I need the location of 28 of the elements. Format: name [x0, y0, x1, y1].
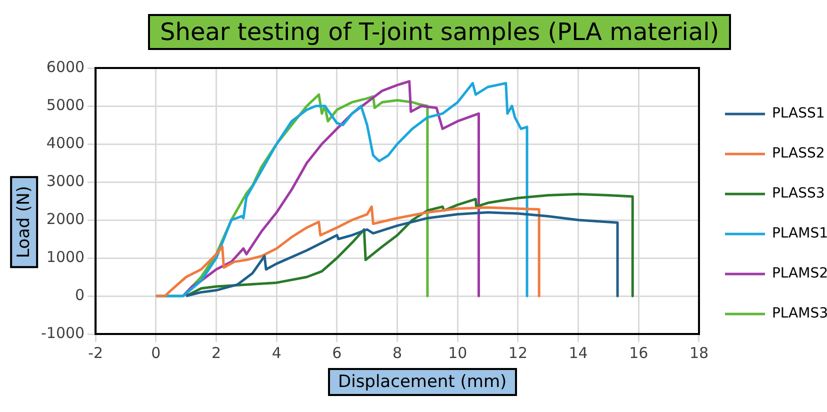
- legend-label: PLAMS1: [772, 226, 827, 242]
- y-tick-label: 0: [75, 286, 85, 304]
- legend-label: PLAMS2: [772, 266, 827, 282]
- x-axis-title: Displacement (mm): [328, 368, 517, 396]
- x-tick-label: 4: [272, 344, 282, 362]
- x-tick-label: 8: [392, 344, 402, 362]
- y-tick-label: 1000: [46, 248, 85, 266]
- y-tick-label: 5000: [46, 96, 85, 114]
- y-axis-title: Load (N): [10, 176, 38, 268]
- x-tick-label: 2: [211, 344, 222, 362]
- chart-title: Shear testing of T-joint samples (PLA material): [148, 14, 732, 50]
- y-tick-label: -1000: [40, 324, 85, 342]
- y-tick-label: 3000: [46, 172, 85, 190]
- y-tick-label: 4000: [46, 134, 85, 152]
- x-tick-label: 12: [508, 344, 528, 362]
- x-tick-label: -2: [88, 344, 104, 362]
- x-tick-label: 16: [629, 344, 648, 362]
- legend-label: PLASS3: [772, 186, 825, 202]
- x-tick-label: 14: [568, 344, 588, 362]
- legend-label: PLAMS3: [772, 306, 827, 322]
- x-tick-label: 18: [689, 344, 709, 362]
- legend-label: PLASS2: [772, 146, 825, 162]
- x-tick-label: 10: [448, 344, 468, 362]
- x-tick-label: 6: [332, 344, 342, 362]
- legend-label: PLASS1: [772, 106, 825, 122]
- x-tick-label: 0: [151, 344, 161, 362]
- y-tick-label: 6000: [46, 58, 85, 76]
- y-tick-label: 2000: [46, 210, 85, 228]
